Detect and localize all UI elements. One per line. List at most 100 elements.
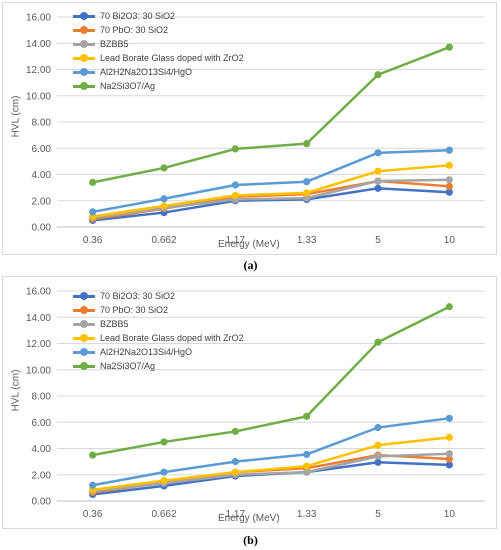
line-chart-a: 0.00 2.00 4.00 6.00 8.00 10.00 12.00 14.00 16.00… [26,13,485,246]
series-line [92,305,450,457]
data-point [89,481,97,489]
data-point [445,461,453,469]
data-point [231,145,239,153]
y-tick-label: 12.00 [26,65,51,76]
legend-swatch [73,81,95,91]
legend-label: BZBB5 [100,319,129,329]
data-point [303,468,311,476]
data-point [445,433,453,441]
legend-swatch [73,291,95,301]
data-point [374,452,382,460]
data-point [445,455,453,463]
data-point [303,450,311,459]
data-point [89,178,97,186]
series-line [92,164,450,218]
x-axis-label: Energy (MeV) [218,239,280,250]
line-chart-b: 0.00 2.00 4.00 6.00 8.00 10.00 12.00 14.00 16.00… [26,287,485,520]
legend-item: 70 PbO: 30 SiO2 [73,303,244,317]
y-tick-label: 2.00 [32,196,52,207]
y-tick-label: 10.00 [26,365,51,376]
legend-swatch [73,25,95,35]
data-point [303,178,311,186]
x-tick-label: 1.17 [226,509,246,520]
data-point [303,412,311,420]
chart-panel-b: 0.00 2.00 4.00 6.00 8.00 10.00 12.00 14.00 16.00… [2,276,497,529]
data-point [445,176,453,184]
x-tick-label: 5 [375,235,381,246]
y-tick-label: 14.00 [26,39,51,50]
data-point [445,161,453,169]
legend-label: 70 PbO: 30 SiO2 [100,25,169,35]
series-line [92,46,450,184]
y-tick-label: 0.00 [32,223,52,234]
data-point [89,451,97,459]
data-point [445,450,453,458]
data-point [374,458,382,466]
y-tick-label: 4.00 [32,444,52,455]
legend-label: Al2H2Na2O13Si4/HgO [100,347,193,357]
legend-swatch [73,39,95,49]
legend-label: Al2H2Na2O13Si4/HgO [100,67,193,77]
data-point [303,189,311,197]
y-tick-label: 4.00 [32,170,52,181]
x-axis-label: Energy (MeV) [218,513,280,524]
y-tick-label: 16.00 [26,13,51,24]
legend-swatch [73,53,95,63]
y-tick-label: 8.00 [32,392,52,403]
y-tick-label: 14.00 [26,313,51,324]
legend-swatch [73,361,95,371]
data-point [374,149,382,157]
legend-label: Na2Si3O7/Ag [100,361,156,371]
legend-item: BZBB5 [73,37,244,51]
legend-label: 70 Bi2O3: 30 SiO2 [100,291,176,301]
legend-swatch [73,11,95,21]
data-point [303,194,311,202]
legend-label: Lead Borate Glass doped with ZrO2 [100,333,244,343]
data-point [374,338,382,346]
legend-item: Al2H2Na2O13Si4/HgO [73,65,244,79]
data-point [445,43,453,51]
x-tick-label: 10 [444,509,456,520]
data-point [374,167,382,175]
y-axis-label: HVL (cm) [10,95,22,138]
legend-item: BZBB5 [73,317,244,331]
chart-legend: 70 Bi2O3: 30 SiO2 70 PbO: 30 SiO2 BZBB5 Lea… [73,9,244,93]
data-point [231,468,239,476]
figure-caption-a: (a) [243,258,258,272]
data-point [160,164,168,172]
data-point [231,427,239,436]
x-tick-label: 1.17 [226,235,246,246]
series-line [92,436,450,492]
x-tick-label: 0.662 [151,235,176,246]
series-line [92,148,450,214]
legend-item: Na2Si3O7/Ag [73,359,244,373]
chart-panel-a: 0.00 2.00 4.00 6.00 8.00 10.00 12.00 14.00 16.00… [2,2,497,255]
legend-swatch [73,319,95,329]
x-tick-label: 0.662 [151,509,176,520]
y-tick-label: 2.00 [32,470,52,481]
legend-item: 70 Bi2O3: 30 SiO2 [73,9,244,23]
data-point [374,184,382,192]
series-line [92,187,450,222]
data-point [303,462,311,470]
y-tick-label: 6.00 [32,144,52,155]
legend-item: Lead Borate Glass doped with ZrO2 [73,51,244,65]
legend-label: BZBB5 [100,39,129,49]
legend-item: Na2Si3O7/Ag [73,79,244,93]
data-point [445,303,453,311]
data-point [231,458,239,466]
data-point [160,477,168,485]
legend-swatch [73,67,95,77]
legend-label: Na2Si3O7/Ag [100,81,156,91]
data-point [160,438,168,446]
x-tick-label: 0.36 [83,509,103,520]
series-line [92,452,450,493]
data-point [374,177,382,185]
data-point [160,468,168,476]
legend-swatch [73,305,95,315]
legend-item: 70 PbO: 30 SiO2 [73,23,244,37]
data-point [374,423,382,432]
legend-item: Al2H2Na2O13Si4/HgO [73,345,244,359]
chart-legend: 70 Bi2O3: 30 SiO2 70 PbO: 30 SiO2 BZBB5 Lea… [73,289,244,373]
data-point [445,188,453,196]
